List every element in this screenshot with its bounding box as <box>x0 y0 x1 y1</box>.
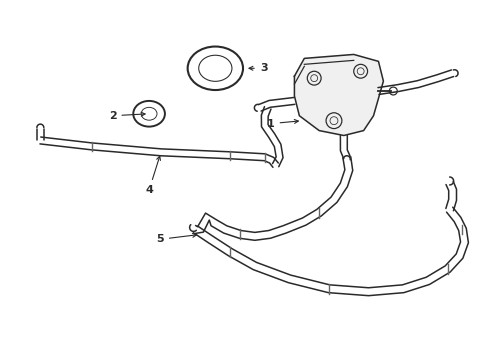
Text: 1: 1 <box>266 119 298 129</box>
Text: 5: 5 <box>156 233 196 244</box>
Text: 3: 3 <box>248 63 267 73</box>
Text: 4: 4 <box>145 156 160 195</box>
Text: 2: 2 <box>108 111 145 121</box>
Polygon shape <box>294 54 383 135</box>
